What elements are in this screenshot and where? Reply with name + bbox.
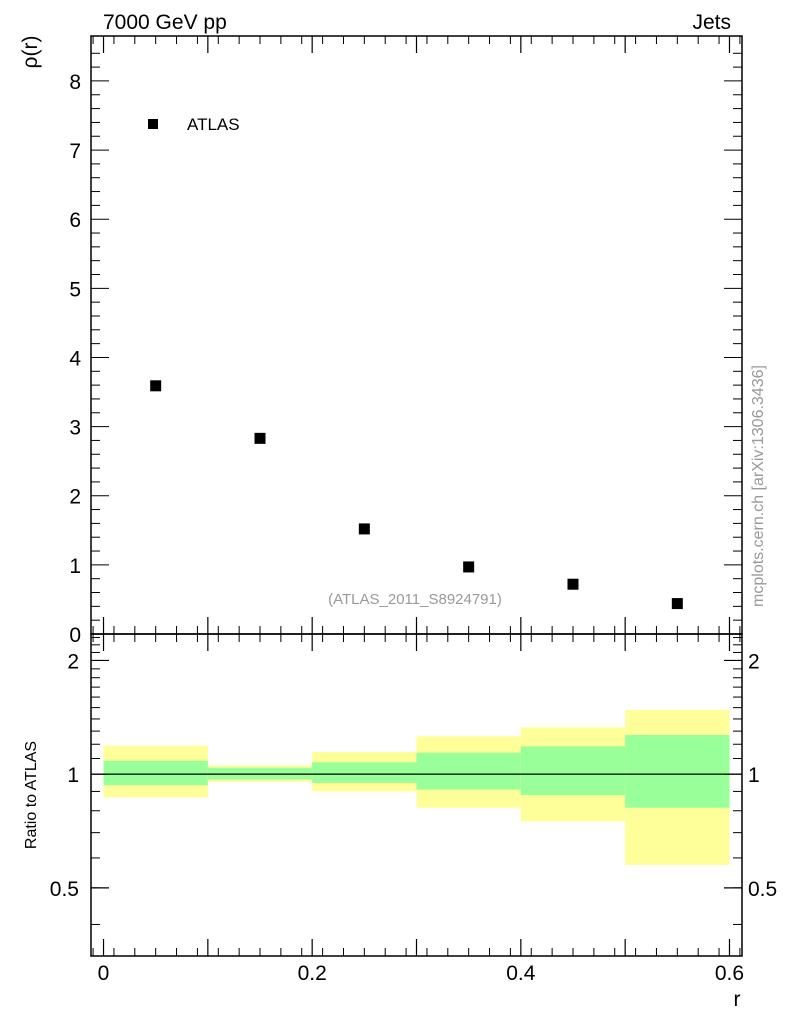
upper-y-tick-label-8: 8 <box>69 71 81 94</box>
data-point-4 <box>567 578 579 590</box>
lower-y-tick-label-1: 1 <box>67 764 79 787</box>
ratio-band-inner-0 <box>103 760 208 786</box>
upper-y-tick-label-7: 7 <box>69 140 81 163</box>
upper-y-tick-label-3: 3 <box>69 417 81 440</box>
ratio-band-inner-5 <box>625 734 730 808</box>
data-point-1 <box>254 432 266 444</box>
upper-panel: ρ(r) (ATLAS_2011_S8924791) ATLAS 0 1 2 3 4 5 6… <box>19 35 743 647</box>
lower-y-tick-label-right-1: 1 <box>748 764 760 787</box>
header-left-title: 7000 GeV pp <box>103 11 227 34</box>
side-label: mcplots.cern.ch [arXiv:1306.3436] <box>750 365 767 607</box>
ratio-band-inner-3 <box>416 752 521 790</box>
lower-y-tick-label-2: 2 <box>67 650 79 673</box>
lower-panel: Ratio to ATLAS r 0 0.2 0.4 0.6 0.5 0.5 1 1 2 2 <box>23 633 777 1011</box>
upper-y-tick-label-1: 1 <box>69 555 81 578</box>
legend-marker <box>148 119 158 129</box>
lower-y-tick-label-right-2: 2 <box>748 650 760 673</box>
x-tick-label-2: 0.4 <box>506 962 536 985</box>
upper-y-tick-label-6: 6 <box>69 209 81 232</box>
x-tick-label-0: 0 <box>98 962 110 985</box>
upper-y-tick-label-4: 4 <box>69 347 81 370</box>
data-point-2 <box>358 523 370 535</box>
data-point-5 <box>671 598 683 610</box>
upper-y-axis-label: ρ(r) <box>19 36 42 69</box>
upper-y-tick-label-2: 2 <box>69 486 81 509</box>
x-tick-label-3: 0.6 <box>715 962 744 985</box>
lower-y-axis-label: Ratio to ATLAS <box>23 741 40 849</box>
ratio-band-inner-2 <box>312 762 417 783</box>
data-point-3 <box>463 561 475 573</box>
analysis-label: (ATLAS_2011_S8924791) <box>328 591 502 608</box>
upper-y-tick-label-0: 0 <box>69 624 81 647</box>
upper-y-tick-label-5: 5 <box>69 278 81 301</box>
lower-y-tick-label-right-0: 0.5 <box>748 878 777 901</box>
data-point-0 <box>150 380 162 392</box>
x-tick-label-1: 0.2 <box>298 962 327 985</box>
x-axis-label: r <box>734 988 741 1011</box>
lower-y-tick-label-0: 0.5 <box>50 878 79 901</box>
ratio-band-inner-4 <box>520 746 626 796</box>
legend-label: ATLAS <box>187 115 240 134</box>
header-right-title: Jets <box>692 11 731 34</box>
